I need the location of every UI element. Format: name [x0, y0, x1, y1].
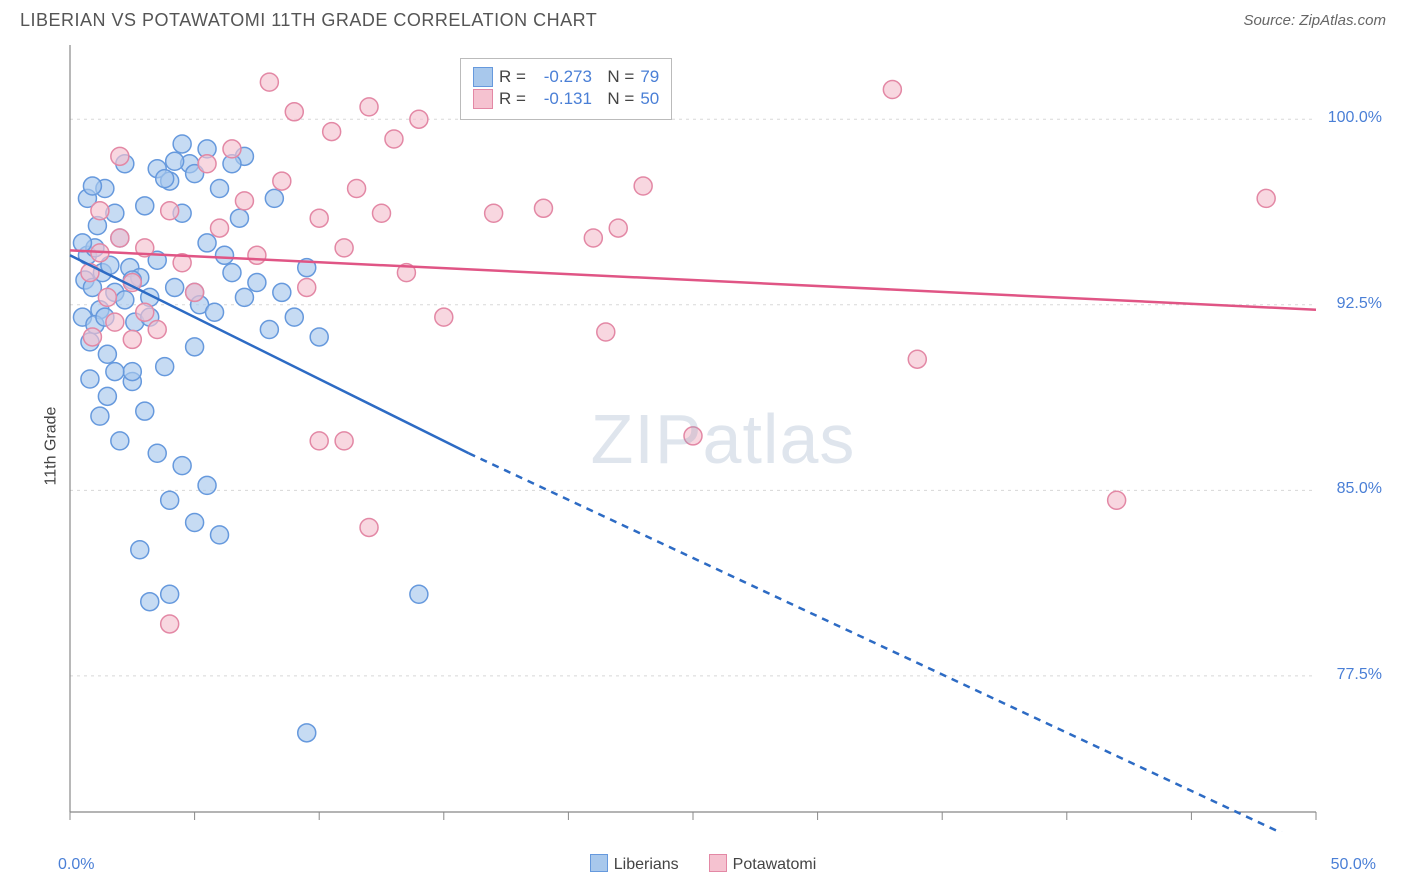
stat-r-label: R = [499, 89, 526, 109]
legend-swatch-icon [709, 854, 727, 872]
stat-r-value: -0.273 [532, 67, 592, 87]
stat-n-value: 79 [640, 67, 659, 87]
stat-r-value: -0.131 [532, 89, 592, 109]
legend-label: Potawatomi [733, 856, 817, 873]
legend-item: Liberians [590, 854, 679, 874]
legend-label: Liberians [614, 856, 679, 873]
stat-n-value: 50 [640, 89, 659, 109]
series-swatch-icon [473, 89, 493, 109]
series-swatch-icon [473, 67, 493, 87]
stat-r-label: R = [499, 67, 526, 87]
legend-item: Potawatomi [709, 854, 817, 874]
stat-row: R = -0.131 N = 50 [473, 89, 659, 109]
series-legend: Liberians Potawatomi [0, 854, 1406, 874]
chart-title: LIBERIAN VS POTAWATOMI 11TH GRADE CORREL… [20, 10, 597, 31]
stat-n-label: N = [598, 89, 634, 109]
stat-n-label: N = [598, 67, 634, 87]
correlation-stats-box: R = -0.273 N = 79 R = -0.131 N = 50 [460, 58, 672, 120]
stat-row: R = -0.273 N = 79 [473, 67, 659, 87]
y-tick-label: 92.5% [1337, 295, 1382, 313]
y-tick-label: 85.0% [1337, 480, 1382, 498]
chart-area: ZIPatlas [50, 45, 1396, 832]
y-tick-label: 100.0% [1328, 109, 1382, 127]
legend-swatch-icon [590, 854, 608, 872]
source-label: Source: ZipAtlas.com [1243, 12, 1386, 29]
scatter-chart-svg [50, 45, 1396, 832]
y-tick-label: 77.5% [1337, 666, 1382, 684]
